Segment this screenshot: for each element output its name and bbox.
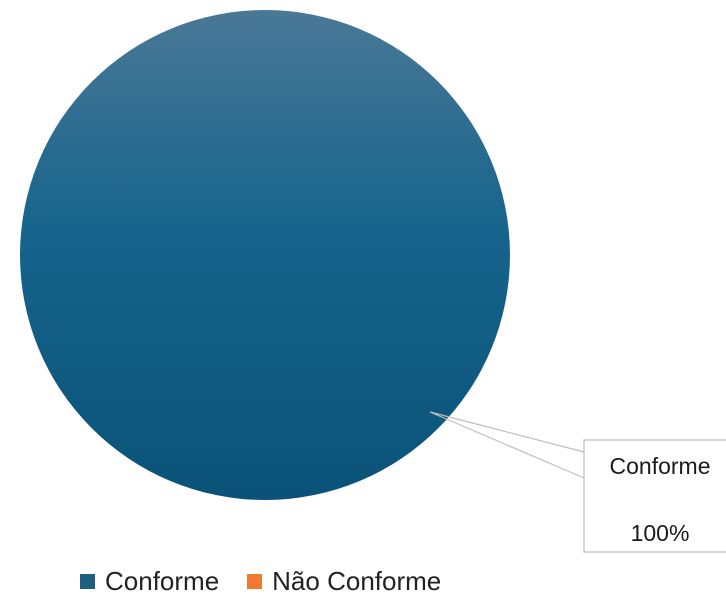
- legend-swatch-conforme: [80, 573, 95, 589]
- pie-slices: [20, 10, 510, 500]
- pie-slice-conforme: [20, 10, 510, 500]
- leader-line: [429, 411, 585, 479]
- data-label-box: [583, 439, 726, 553]
- legend-swatch-nao-conforme: [247, 573, 263, 589]
- data-label-category: Conforme: [610, 453, 711, 479]
- legend-item-conforme: Conforme: [80, 566, 219, 597]
- data-label-value: 100%: [631, 520, 690, 546]
- legend-label-nao-conforme: Não Conforme: [272, 565, 442, 596]
- legend-label-conforme: Conforme: [105, 565, 220, 596]
- legend-item-nao-conforme: Não Conforme: [247, 566, 441, 597]
- legend: Conforme Não Conforme: [80, 566, 441, 596]
- data-labels: Conforme 100%: [429, 411, 726, 553]
